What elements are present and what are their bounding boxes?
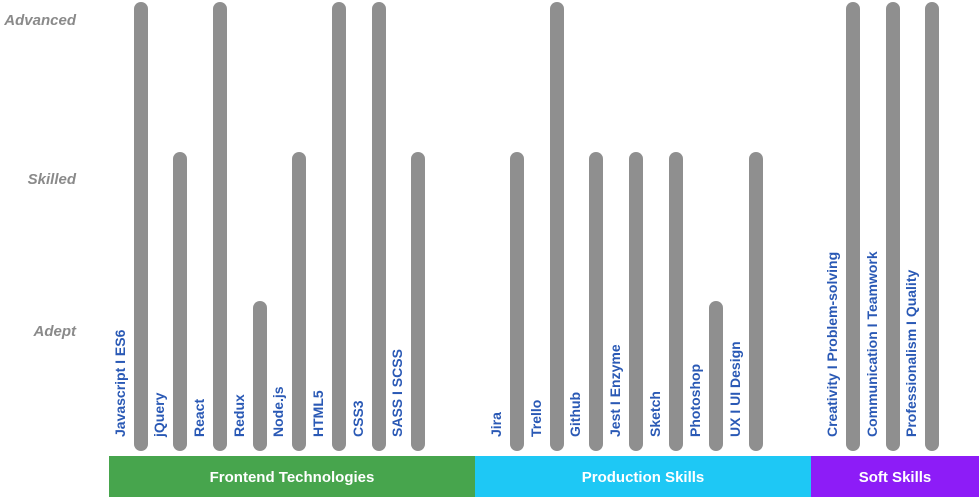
skill-label-redux: Redux	[231, 394, 247, 437]
bar-jquery	[173, 152, 187, 451]
bar-sketch	[669, 152, 683, 451]
level-label-skilled: Skilled	[28, 171, 77, 188]
band-label-production-skills: Production Skills	[582, 469, 705, 486]
bar-github	[589, 152, 603, 451]
band-production-skills	[475, 456, 811, 497]
skill-label-react: React	[191, 399, 207, 437]
band-label-frontend-technologies: Frontend Technologies	[210, 469, 375, 486]
bar-redux	[253, 301, 267, 451]
skill-label-javascript-i-es6: Javascript I ES6	[112, 329, 128, 437]
bar-creativity-i-problem-solving	[846, 2, 860, 451]
skill-label-node-js: Node.js	[270, 386, 286, 437]
skill-label-html5: HTML5	[310, 390, 326, 437]
bar-javascript-i-es6	[134, 2, 148, 451]
skill-label-ux-i-ui-design: UX I UI Design	[727, 341, 743, 437]
band-frontend-technologies	[109, 456, 475, 497]
skill-label-sketch: Sketch	[647, 391, 663, 437]
skill-label-trello: Trello	[528, 400, 544, 437]
bar-professionalism-i-quality	[925, 2, 939, 451]
skill-label-css3: CSS3	[350, 400, 366, 437]
bar-react	[213, 2, 227, 451]
bars	[134, 2, 939, 451]
skill-label-photoshop: Photoshop	[687, 364, 703, 437]
category-bands: Frontend Technologies Production Skills So…	[109, 456, 979, 497]
bar-photoshop	[709, 301, 723, 451]
skill-label-professionalism-i-quality: Professionalism I Quality	[903, 270, 919, 437]
band-soft-skills	[811, 456, 979, 497]
skill-labels: Javascript I ES6 jQuery React Redux Node.js H…	[112, 251, 919, 438]
bar-node-js	[292, 152, 306, 451]
level-label-advanced: Advanced	[3, 12, 77, 29]
skill-label-communication-i-teamwork: Communication I Teamwork	[864, 251, 880, 437]
level-axis: Adept Skilled Advanced	[3, 12, 77, 340]
band-label-soft-skills: Soft Skills	[859, 469, 932, 486]
level-label-adept: Adept	[33, 323, 78, 340]
skill-label-creativity-i-problem-solving: Creativity I Problem-solving	[824, 252, 840, 437]
skill-label-sass-i-scss: SASS I SCSS	[389, 349, 405, 437]
skill-label-github: Github	[567, 392, 583, 437]
bar-ux-i-ui-design	[749, 152, 763, 451]
skill-label-jquery: jQuery	[151, 392, 167, 438]
bar-jira	[510, 152, 524, 451]
bar-jest-i-enzyme	[629, 152, 643, 451]
bar-html5	[332, 2, 346, 451]
skill-label-jira: Jira	[488, 412, 504, 437]
bar-communication-i-teamwork	[886, 2, 900, 451]
bar-css3	[372, 2, 386, 451]
bar-sass-i-scss	[411, 152, 425, 451]
skill-label-jest-i-enzyme: Jest I Enzyme	[607, 344, 623, 437]
bar-trello	[550, 2, 564, 451]
